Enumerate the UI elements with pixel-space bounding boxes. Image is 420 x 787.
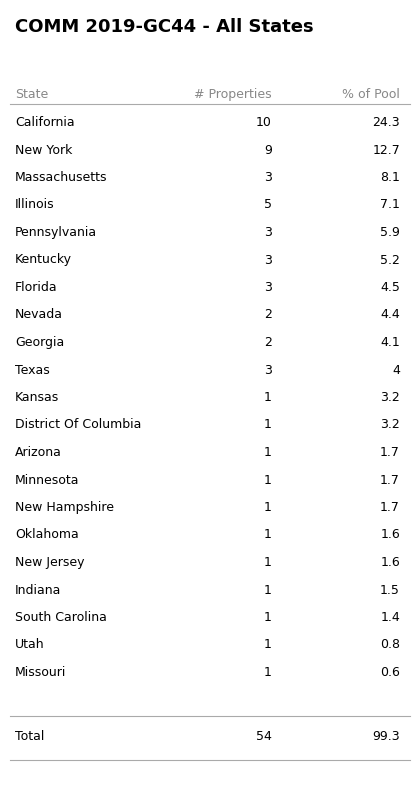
Text: 54: 54 bbox=[256, 730, 272, 743]
Text: 1: 1 bbox=[264, 419, 272, 431]
Text: 3.2: 3.2 bbox=[380, 419, 400, 431]
Text: New Jersey: New Jersey bbox=[15, 556, 84, 569]
Text: 0.8: 0.8 bbox=[380, 638, 400, 652]
Text: 3: 3 bbox=[264, 364, 272, 376]
Text: 8.1: 8.1 bbox=[380, 171, 400, 184]
Text: 2: 2 bbox=[264, 309, 272, 322]
Text: Pennsylvania: Pennsylvania bbox=[15, 226, 97, 239]
Text: 5.9: 5.9 bbox=[380, 226, 400, 239]
Text: Nevada: Nevada bbox=[15, 309, 63, 322]
Text: New Hampshire: New Hampshire bbox=[15, 501, 114, 514]
Text: Arizona: Arizona bbox=[15, 446, 62, 459]
Text: State: State bbox=[15, 88, 48, 101]
Text: Kansas: Kansas bbox=[15, 391, 59, 404]
Text: 1.5: 1.5 bbox=[380, 583, 400, 597]
Text: 4.1: 4.1 bbox=[380, 336, 400, 349]
Text: District Of Columbia: District Of Columbia bbox=[15, 419, 142, 431]
Text: 1: 1 bbox=[264, 583, 272, 597]
Text: 24.3: 24.3 bbox=[373, 116, 400, 129]
Text: 3: 3 bbox=[264, 281, 272, 294]
Text: 1: 1 bbox=[264, 666, 272, 679]
Text: 1: 1 bbox=[264, 611, 272, 624]
Text: 5: 5 bbox=[264, 198, 272, 212]
Text: Oklahoma: Oklahoma bbox=[15, 529, 79, 541]
Text: 1.7: 1.7 bbox=[380, 474, 400, 486]
Text: Illinois: Illinois bbox=[15, 198, 55, 212]
Text: 9: 9 bbox=[264, 143, 272, 157]
Text: 3.2: 3.2 bbox=[380, 391, 400, 404]
Text: 1.6: 1.6 bbox=[380, 556, 400, 569]
Text: Indiana: Indiana bbox=[15, 583, 61, 597]
Text: 1.7: 1.7 bbox=[380, 446, 400, 459]
Text: 1: 1 bbox=[264, 638, 272, 652]
Text: 0.6: 0.6 bbox=[380, 666, 400, 679]
Text: 3: 3 bbox=[264, 253, 272, 267]
Text: % of Pool: % of Pool bbox=[342, 88, 400, 101]
Text: Florida: Florida bbox=[15, 281, 58, 294]
Text: 1: 1 bbox=[264, 446, 272, 459]
Text: California: California bbox=[15, 116, 75, 129]
Text: 1: 1 bbox=[264, 529, 272, 541]
Text: Texas: Texas bbox=[15, 364, 50, 376]
Text: 5.2: 5.2 bbox=[380, 253, 400, 267]
Text: 4.4: 4.4 bbox=[380, 309, 400, 322]
Text: Kentucky: Kentucky bbox=[15, 253, 72, 267]
Text: 1: 1 bbox=[264, 474, 272, 486]
Text: # Properties: # Properties bbox=[194, 88, 272, 101]
Text: 1.4: 1.4 bbox=[380, 611, 400, 624]
Text: Georgia: Georgia bbox=[15, 336, 64, 349]
Text: 1: 1 bbox=[264, 391, 272, 404]
Text: 1: 1 bbox=[264, 556, 272, 569]
Text: Utah: Utah bbox=[15, 638, 45, 652]
Text: South Carolina: South Carolina bbox=[15, 611, 107, 624]
Text: 10: 10 bbox=[256, 116, 272, 129]
Text: Total: Total bbox=[15, 730, 45, 743]
Text: Massachusetts: Massachusetts bbox=[15, 171, 108, 184]
Text: COMM 2019-GC44 - All States: COMM 2019-GC44 - All States bbox=[15, 18, 314, 36]
Text: 4: 4 bbox=[392, 364, 400, 376]
Text: 1.7: 1.7 bbox=[380, 501, 400, 514]
Text: 12.7: 12.7 bbox=[372, 143, 400, 157]
Text: Missouri: Missouri bbox=[15, 666, 66, 679]
Text: 2: 2 bbox=[264, 336, 272, 349]
Text: 3: 3 bbox=[264, 171, 272, 184]
Text: 1.6: 1.6 bbox=[380, 529, 400, 541]
Text: 99.3: 99.3 bbox=[373, 730, 400, 743]
Text: Minnesota: Minnesota bbox=[15, 474, 79, 486]
Text: 1: 1 bbox=[264, 501, 272, 514]
Text: 7.1: 7.1 bbox=[380, 198, 400, 212]
Text: 3: 3 bbox=[264, 226, 272, 239]
Text: New York: New York bbox=[15, 143, 72, 157]
Text: 4.5: 4.5 bbox=[380, 281, 400, 294]
